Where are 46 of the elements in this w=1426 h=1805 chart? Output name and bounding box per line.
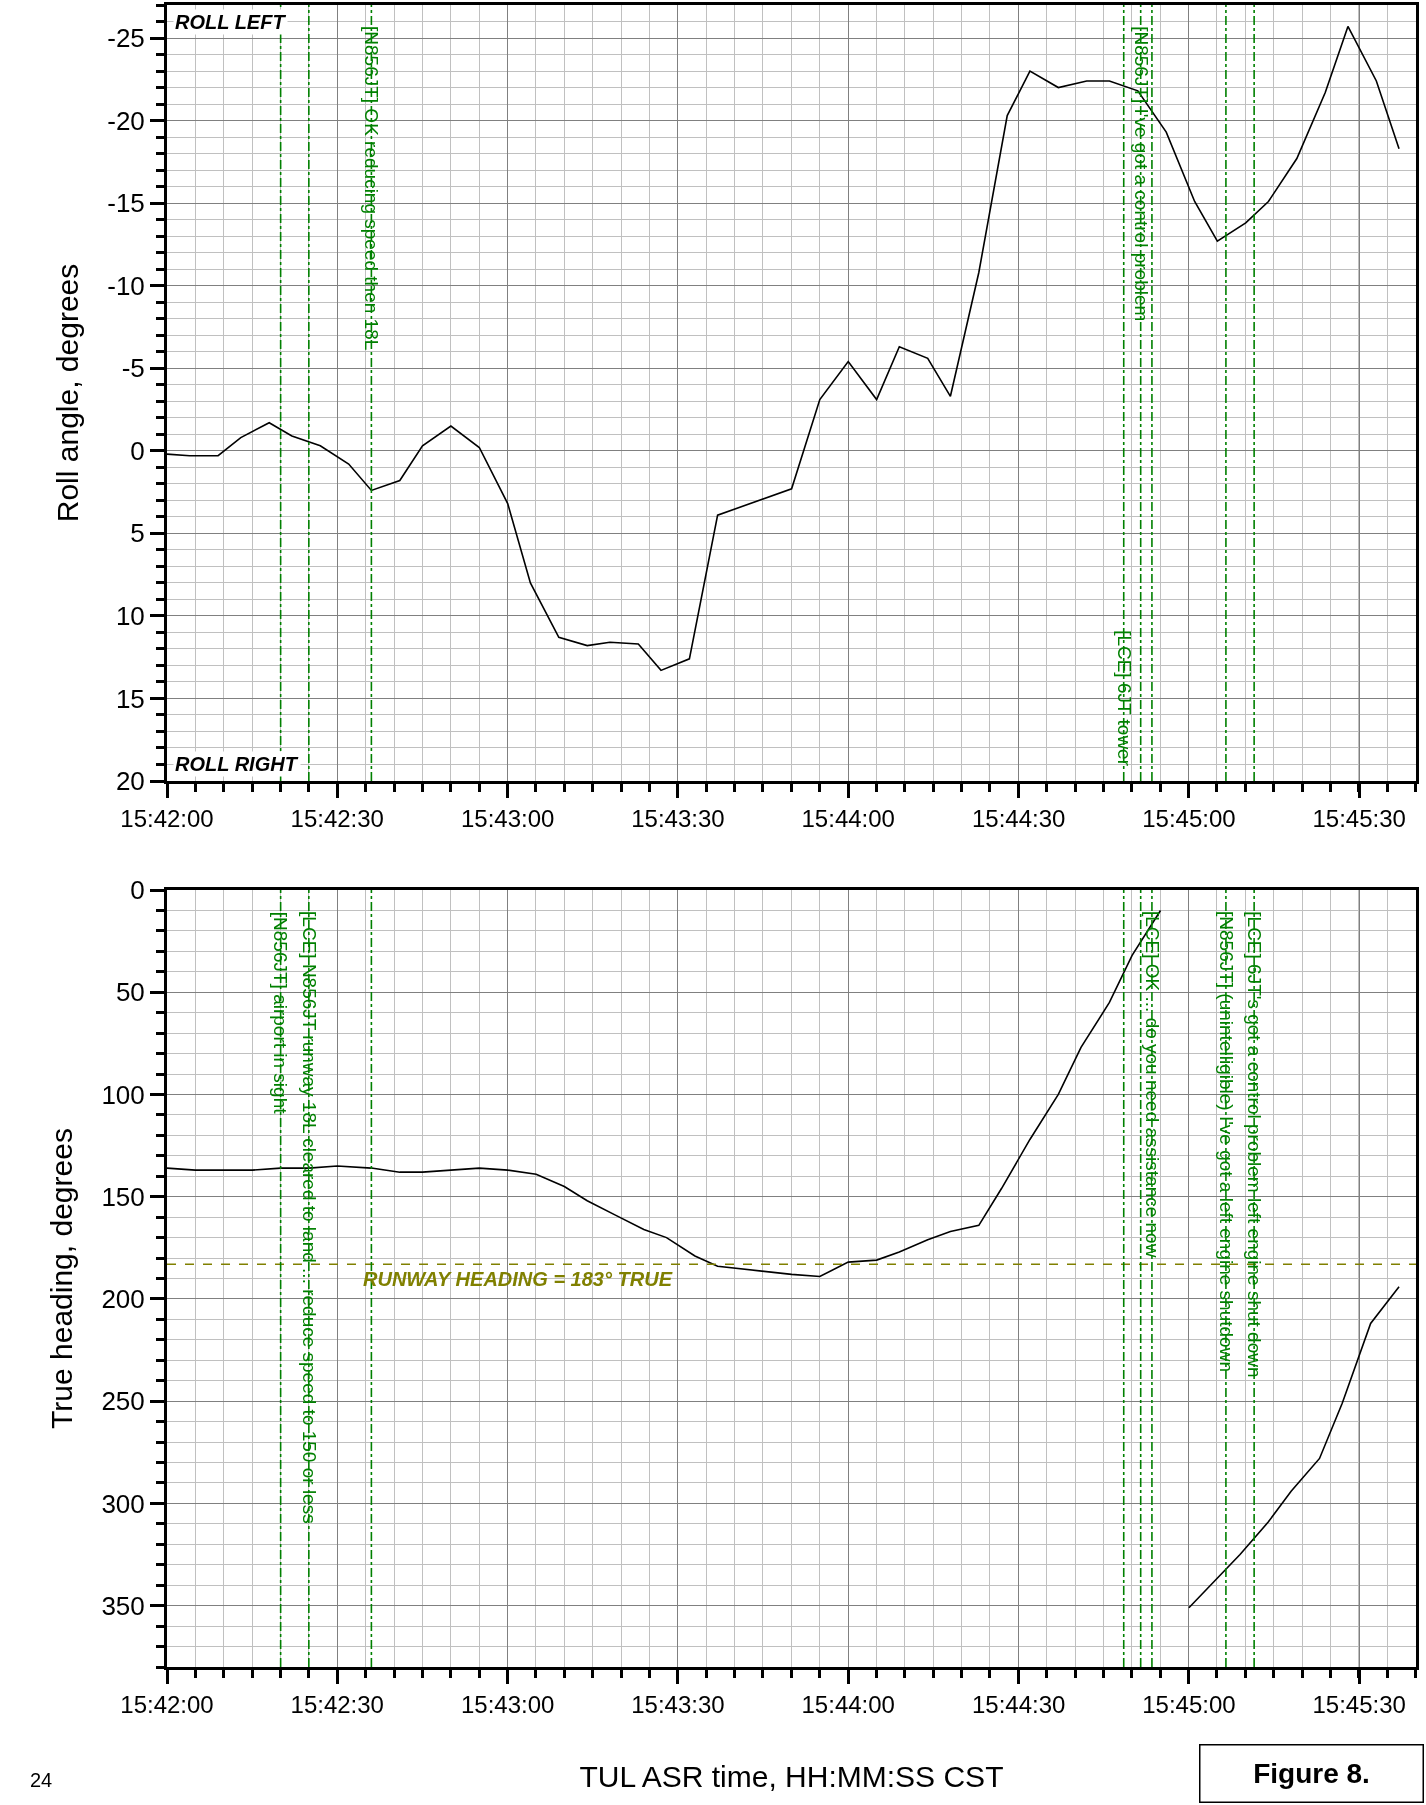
y-tick-label: 350	[101, 1590, 145, 1621]
x-tick-label: 15:42:30	[290, 1690, 384, 1718]
x-tick-label: 15:43:00	[461, 804, 555, 832]
y-tick-label: 10	[115, 600, 145, 631]
y-tick-label: -25	[107, 23, 145, 54]
ref-line-label: [LCE] OK ... do you need assistance now	[1141, 910, 1163, 1258]
annotation: ROLL LEFT	[175, 11, 287, 33]
y-tick-label: -20	[107, 105, 145, 136]
ref-line-label: RUNWAY HEADING = 183° TRUE	[363, 1268, 673, 1290]
y-tick-label: -10	[107, 270, 145, 301]
y-tick-label: -15	[107, 188, 145, 219]
x-tick-label: 15:42:00	[120, 1690, 214, 1718]
ref-line-label: [N856JT] (unintelligible) I've got a left engine shutdown	[1215, 911, 1237, 1372]
x-tick-label: 15:43:30	[631, 804, 725, 832]
y-tick-label: 300	[101, 1488, 145, 1519]
x-tick-label: 15:45:30	[1312, 1690, 1406, 1718]
x-tick-label: 15:45:00	[1142, 804, 1236, 832]
ref-line-label: [LCE] 6JT's got a control problem left engine shut down	[1243, 911, 1265, 1378]
caption: Figure 8.	[1253, 1758, 1370, 1789]
y-tick-label: 200	[101, 1284, 145, 1315]
y-tick-label: 250	[101, 1386, 145, 1417]
x-tick-label: 15:42:00	[120, 804, 214, 832]
annotation: ROLL RIGHT	[175, 753, 299, 775]
x-tick-label: 15:45:00	[1142, 1690, 1236, 1718]
y-tick-label: 150	[101, 1181, 145, 1212]
x-tick-label: 15:44:00	[801, 804, 895, 832]
y-tick-label: 20	[115, 766, 145, 797]
ref-line-label: [LCE] N856JT runway 18L cleared to land ... reduce speed to 150 or less	[298, 911, 320, 1524]
y-tick-label: 0	[130, 435, 145, 466]
x-tick-label: 15:43:30	[631, 1690, 725, 1718]
y-axis-title: True heading, degrees	[45, 1128, 79, 1429]
x-tick-label: 15:44:00	[801, 1690, 895, 1718]
text: 24	[30, 1769, 53, 1791]
x-tick-label: 15:44:30	[971, 1690, 1066, 1718]
x-tick-label: 15:44:30	[971, 804, 1066, 832]
y-tick-label: -5	[121, 353, 145, 384]
y-axis-title: Roll angle, degrees	[51, 263, 85, 523]
x-axis-title: TUL ASR time, HH:MM:SS CST	[579, 1760, 1004, 1794]
x-tick-label: 15:43:00	[461, 1690, 555, 1718]
x-tick-label: 15:42:30	[290, 804, 384, 832]
y-tick-label: 100	[101, 1079, 145, 1110]
y-tick-label: 50	[115, 977, 145, 1008]
y-tick-label: 5	[130, 518, 145, 549]
y-tick-label: 15	[115, 683, 145, 714]
x-tick-label: 15:45:30	[1312, 804, 1406, 832]
y-tick-label: 0	[130, 875, 145, 906]
